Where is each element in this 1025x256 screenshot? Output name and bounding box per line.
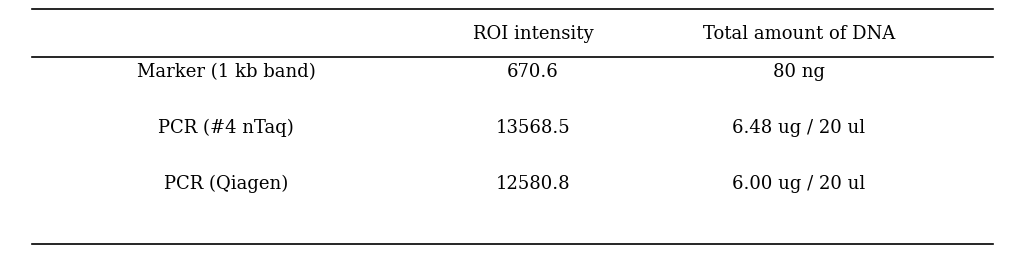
Text: Total amount of DNA: Total amount of DNA [702, 25, 895, 43]
Text: PCR (Qiagen): PCR (Qiagen) [164, 175, 288, 193]
Text: 80 ng: 80 ng [773, 63, 825, 81]
Text: 6.00 ug / 20 ul: 6.00 ug / 20 ul [732, 175, 865, 193]
Text: Marker (1 kb band): Marker (1 kb band) [137, 63, 316, 81]
Text: ROI intensity: ROI intensity [473, 25, 593, 43]
Text: 13568.5: 13568.5 [496, 119, 570, 137]
Text: 12580.8: 12580.8 [496, 175, 570, 193]
Text: 6.48 ug / 20 ul: 6.48 ug / 20 ul [732, 119, 865, 137]
Text: 670.6: 670.6 [507, 63, 559, 81]
Text: PCR (#4 nTaq): PCR (#4 nTaq) [159, 119, 294, 137]
